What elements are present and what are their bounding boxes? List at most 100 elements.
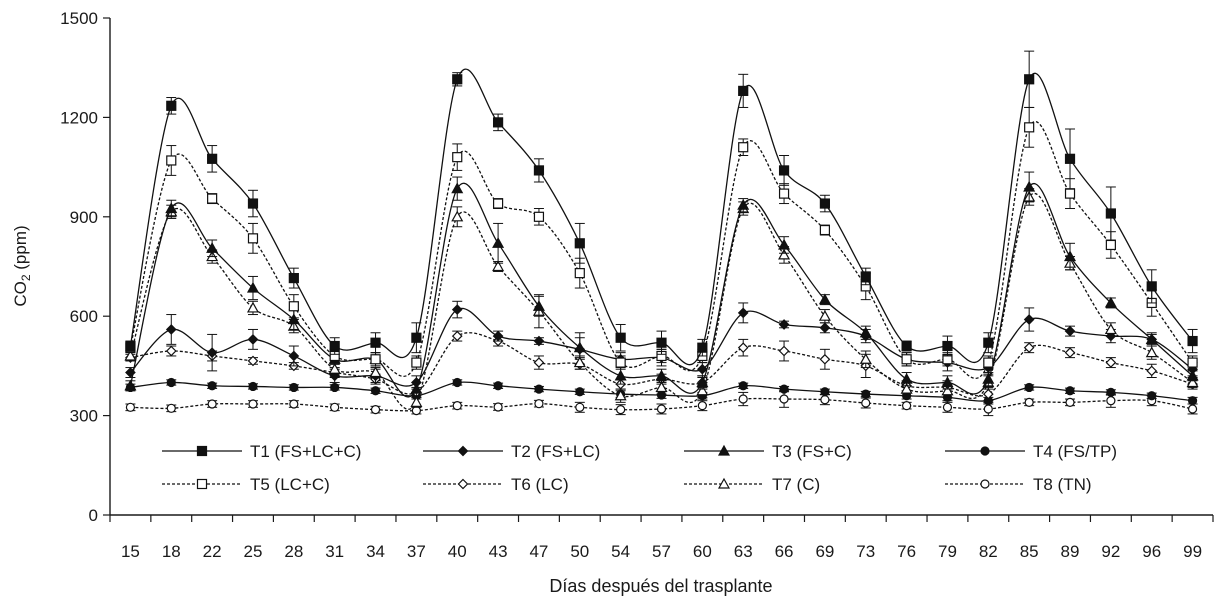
data-point — [533, 335, 545, 347]
x-tick-label: 37 — [407, 542, 426, 561]
data-point — [370, 386, 381, 396]
data-point — [288, 301, 299, 312]
data-point — [452, 377, 462, 388]
data-point — [492, 330, 504, 342]
x-tick-label: 18 — [162, 542, 181, 561]
data-point — [697, 401, 707, 411]
data-point — [207, 193, 218, 204]
legend-label: T4 (FS/TP) — [1033, 442, 1117, 461]
data-point — [778, 345, 790, 357]
data-point — [982, 372, 995, 384]
data-point — [1186, 369, 1199, 381]
x-tick-label: 15 — [121, 542, 140, 561]
data-point — [818, 293, 831, 305]
data-point — [738, 85, 749, 96]
y-tick-label: 900 — [70, 208, 98, 227]
data-point — [1187, 335, 1198, 347]
data-point — [492, 237, 505, 248]
x-tick-label: 79 — [938, 542, 957, 561]
data-point — [206, 242, 219, 253]
legend-marker — [980, 446, 990, 456]
data-point — [1105, 208, 1116, 219]
data-point — [818, 309, 831, 321]
data-point — [900, 372, 913, 384]
x-tick-label: 89 — [1061, 542, 1080, 561]
data-point — [1106, 396, 1116, 406]
data-point — [247, 334, 259, 345]
series-7 — [124, 188, 1199, 410]
x-tick-label: 22 — [203, 542, 222, 561]
data-point — [656, 337, 667, 348]
data-point — [329, 340, 340, 352]
data-point — [493, 381, 503, 391]
data-point — [1145, 346, 1158, 358]
data-point — [1106, 387, 1116, 398]
data-point — [655, 381, 668, 393]
legend-label: T7 (C) — [772, 475, 820, 494]
data-point — [902, 401, 912, 411]
y-tick-label: 0 — [89, 506, 98, 525]
data-point — [820, 395, 830, 405]
legend-marker — [457, 445, 469, 457]
x-tick-label: 85 — [1020, 542, 1039, 561]
data-point — [861, 398, 871, 408]
legend-item: T8 (TN) — [945, 475, 1092, 494]
data-point — [575, 387, 585, 397]
data-point — [983, 404, 993, 414]
series-line — [129, 120, 1194, 379]
series-line — [129, 68, 1194, 366]
data-point — [697, 363, 708, 375]
data-point — [532, 300, 545, 311]
data-point — [574, 238, 585, 249]
legend-marker — [196, 478, 208, 490]
x-tick-label: 63 — [734, 542, 753, 561]
data-point — [207, 153, 218, 164]
data-point — [738, 381, 748, 391]
data-point — [534, 399, 544, 409]
data-point — [166, 100, 177, 111]
x-tick-label: 57 — [652, 542, 671, 561]
data-point — [370, 405, 381, 415]
legend-label: T5 (LC+C) — [250, 475, 330, 494]
data-point — [248, 399, 258, 409]
data-point — [166, 155, 177, 166]
data-point — [166, 403, 176, 413]
data-point — [1064, 188, 1076, 199]
data-point — [1104, 323, 1117, 335]
data-point — [328, 362, 341, 374]
y-tick-label: 300 — [70, 407, 98, 426]
legend-item: T5 (LC+C) — [162, 475, 330, 494]
legend-item: T7 (C) — [684, 475, 820, 494]
data-point — [573, 341, 586, 353]
x-tick-label: 31 — [325, 542, 344, 561]
data-point — [1186, 376, 1199, 388]
data-point — [411, 357, 422, 368]
data-point — [983, 357, 994, 368]
x-tick-label: 28 — [284, 542, 303, 561]
x-tick-label: 69 — [815, 542, 834, 561]
data-point — [614, 389, 627, 401]
data-point — [452, 401, 462, 411]
legend-marker — [457, 478, 469, 490]
x-tick-label: 50 — [570, 542, 589, 561]
data-point — [370, 354, 381, 365]
data-point — [1023, 342, 1035, 354]
y-axis-title: CO2 (ppm) — [11, 225, 33, 306]
data-point — [492, 260, 505, 272]
data-point — [941, 384, 954, 396]
data-point — [206, 347, 218, 358]
y-ticks: 0 300 600 900 1200 1500 — [60, 9, 110, 525]
data-point — [737, 198, 750, 210]
data-point — [737, 307, 749, 319]
data-point — [289, 382, 299, 393]
x-axis-title: Días después del trasplante — [549, 576, 772, 596]
data-point — [124, 379, 137, 391]
data-point — [288, 350, 300, 362]
data-point — [697, 342, 708, 353]
x-ticks: 15 18 22 25 28 31 34 37 40 43 47 50 54 57 60 63 66 69 73 76… — [109, 515, 1214, 561]
data-point — [615, 357, 626, 368]
legend-marker — [196, 445, 208, 457]
y-tick-label: 1200 — [60, 108, 98, 127]
data-point — [737, 342, 749, 354]
legend-item: T2 (FS+LC) — [423, 442, 600, 461]
